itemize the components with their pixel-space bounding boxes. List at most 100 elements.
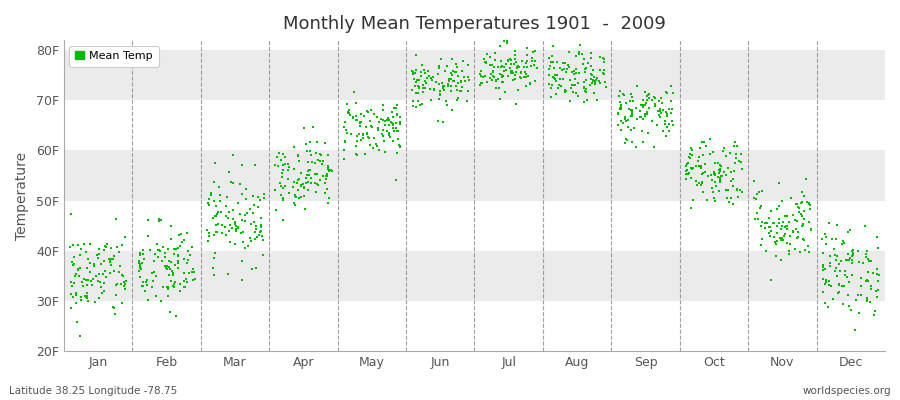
Point [383,134,398,140]
Point [133,261,148,268]
Point [563,98,578,104]
Point [103,259,117,265]
Point [81,276,95,283]
Point [210,211,224,218]
Point [680,160,695,166]
Point [409,79,423,86]
Point [454,88,468,94]
Point [71,266,86,272]
Point [287,192,302,199]
Point [502,56,517,62]
Point [712,170,726,176]
Point [320,152,335,158]
Point [775,198,789,204]
Point [222,227,237,234]
Point [318,190,332,196]
Point [747,195,761,202]
Point [484,71,499,78]
Point [445,88,459,94]
Point [501,72,516,79]
Point [485,77,500,83]
Point [680,161,695,167]
Point [550,58,564,65]
Point [363,118,377,124]
Point [634,114,648,121]
Point [291,176,305,183]
Legend: Mean Temp: Mean Temp [69,46,158,67]
Point [545,53,560,59]
Point [721,187,735,193]
Point [320,200,335,206]
Point [716,145,731,152]
Point [754,188,769,194]
Point [754,235,769,242]
Point [89,252,104,258]
Point [550,72,564,78]
Point [706,189,720,196]
Point [176,236,191,243]
Point [133,252,148,258]
Point [370,114,384,120]
Point [611,122,625,128]
Point [585,80,599,87]
Point [485,62,500,68]
Point [299,175,313,182]
Point [163,309,177,316]
Point [248,236,262,242]
Point [208,213,222,220]
Point [454,79,469,86]
Point [255,233,269,240]
Point [313,151,328,157]
Point [162,272,176,278]
Point [572,70,586,76]
Point [720,195,734,202]
Point [528,57,543,64]
Point [457,74,472,80]
Point [149,272,164,279]
Point [71,267,86,273]
Point [872,272,886,278]
Point [831,290,845,296]
Point [293,169,308,176]
Bar [64,301,885,351]
Point [779,223,794,229]
Point [684,175,698,182]
Point [579,77,593,83]
Point [107,310,122,317]
Point [458,78,473,84]
Point [822,282,836,288]
Point [310,182,325,188]
Point [363,142,377,148]
Point [415,62,429,68]
Point [386,124,400,131]
Point [450,96,464,103]
Point [86,276,100,282]
Bar [64,150,885,201]
Point [653,106,668,112]
Point [372,146,386,153]
Point [246,193,260,200]
Point [755,219,770,225]
Point [718,187,733,194]
Point [83,260,97,266]
Point [641,92,655,98]
Point [662,121,676,127]
Point [618,100,633,106]
Point [251,232,266,238]
Point [133,250,148,256]
Point [659,109,673,116]
Point [117,282,131,289]
Point [506,77,520,83]
Point [754,222,769,229]
Point [138,256,152,262]
Point [80,294,94,301]
Point [851,292,866,299]
Point [416,89,430,95]
Point [796,221,810,228]
Point [779,240,794,246]
Point [727,160,742,166]
Point [393,143,408,150]
Point [179,229,194,236]
Point [695,180,709,186]
Point [617,92,632,98]
